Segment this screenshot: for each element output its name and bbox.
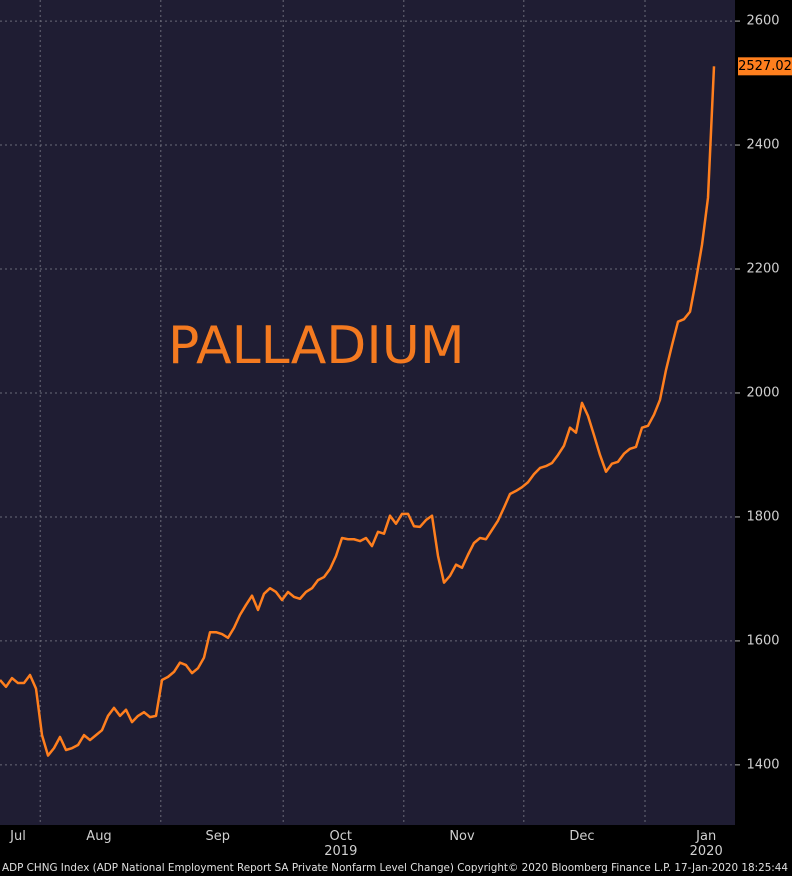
x-tick-label: Oct <box>330 829 352 844</box>
y-tick-label: 2000 <box>746 385 779 400</box>
annotation: PALLADIUM <box>168 316 465 376</box>
x-tick-label: Aug <box>86 829 111 844</box>
line <box>0 66 716 757</box>
x-tick-label: Dec <box>569 829 594 844</box>
y-tick-label: 2400 <box>746 138 779 153</box>
y-tick-label: 1800 <box>746 509 779 524</box>
x-tick-label: Sep <box>206 829 231 844</box>
year-label: 2019 <box>324 844 357 859</box>
y-tick-label: 2200 <box>746 262 779 277</box>
last-value-label: 2527.02 <box>738 59 792 74</box>
last-value-box <box>738 57 792 76</box>
x-tick-label: Jul <box>9 829 26 844</box>
year-label: 2020 <box>690 844 723 859</box>
y-tick-label: 1600 <box>746 633 779 648</box>
plot-area <box>0 0 735 825</box>
x-tick-label: Jan <box>695 829 716 844</box>
x-tick-label: Nov <box>449 829 475 844</box>
y-tick-label: 1400 <box>746 757 779 772</box>
y-tick-label: 2600 <box>746 14 779 29</box>
footer: ADP CHNG Index (ADP National Employment … <box>2 861 788 874</box>
